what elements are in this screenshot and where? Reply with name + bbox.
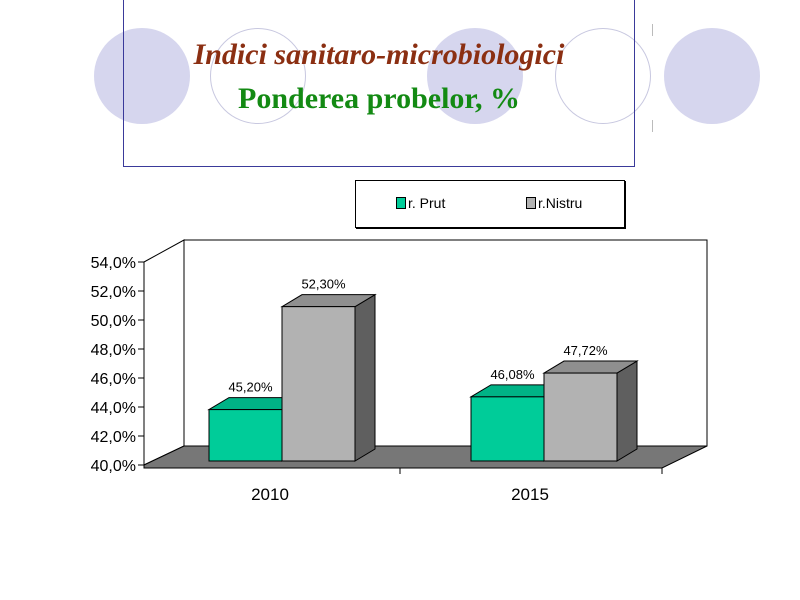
chart-side-wall [143, 239, 185, 466]
decorative-tick [652, 120, 653, 132]
data-label-bg [293, 273, 354, 294]
bar-side [354, 293, 376, 462]
decorative-ring [555, 28, 651, 124]
data-label: 52,30% [301, 277, 346, 292]
legend-swatch-prut [396, 197, 406, 209]
legend-label-prut: r. Prut [408, 195, 446, 211]
bar-side [616, 360, 638, 462]
title-frame [123, 0, 635, 167]
data-label: 47,72% [563, 343, 608, 358]
chart-title: Indici sanitaro-microbiologici [193, 38, 565, 71]
decorative-circle [94, 28, 190, 124]
data-label: 45,20% [228, 380, 273, 395]
bar-prut [470, 396, 545, 462]
bar-prut [208, 409, 283, 462]
bar-nistru [281, 306, 356, 462]
y-tick-label: 44,0% [91, 400, 136, 417]
data-label-bg [482, 363, 543, 384]
decorative-circle [664, 28, 760, 124]
y-tick-label: 40,0% [91, 458, 136, 475]
y-tick-label: 54,0% [91, 255, 136, 272]
data-label: 46,08% [490, 367, 535, 382]
legend-label-nistru: r.Nistru [538, 195, 583, 211]
chart-legend: r. Prut r.Nistru [355, 180, 625, 228]
y-tick-label: 46,0% [91, 371, 136, 388]
y-tick-label: 52,0% [91, 284, 136, 301]
x-tick-label: 2010 [251, 485, 289, 504]
y-tick-label: 50,0% [91, 313, 136, 330]
decorative-tick [652, 24, 653, 36]
legend-swatch-nistru [526, 197, 536, 209]
decorative-circle [427, 28, 523, 124]
data-label-bg [555, 340, 616, 361]
bar-nistru [543, 372, 618, 462]
y-tick-label: 48,0% [91, 342, 136, 359]
chart-subtitle: Ponderea probelor, % [238, 82, 520, 115]
decorative-ring [210, 28, 306, 124]
data-label-bg [220, 376, 281, 397]
x-tick-label: 2015 [511, 485, 549, 504]
y-tick-label: 42,0% [91, 429, 136, 446]
legend-item-nistru: r.Nistru [526, 195, 582, 211]
legend-item-prut: r. Prut [396, 195, 445, 211]
